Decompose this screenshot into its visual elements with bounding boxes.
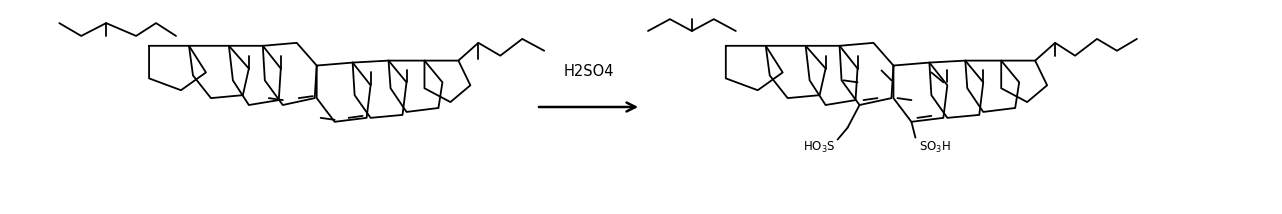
Text: HO$_3$S: HO$_3$S (803, 140, 836, 155)
Text: H2SO4: H2SO4 (563, 64, 614, 79)
Text: SO$_3$H: SO$_3$H (919, 140, 951, 155)
